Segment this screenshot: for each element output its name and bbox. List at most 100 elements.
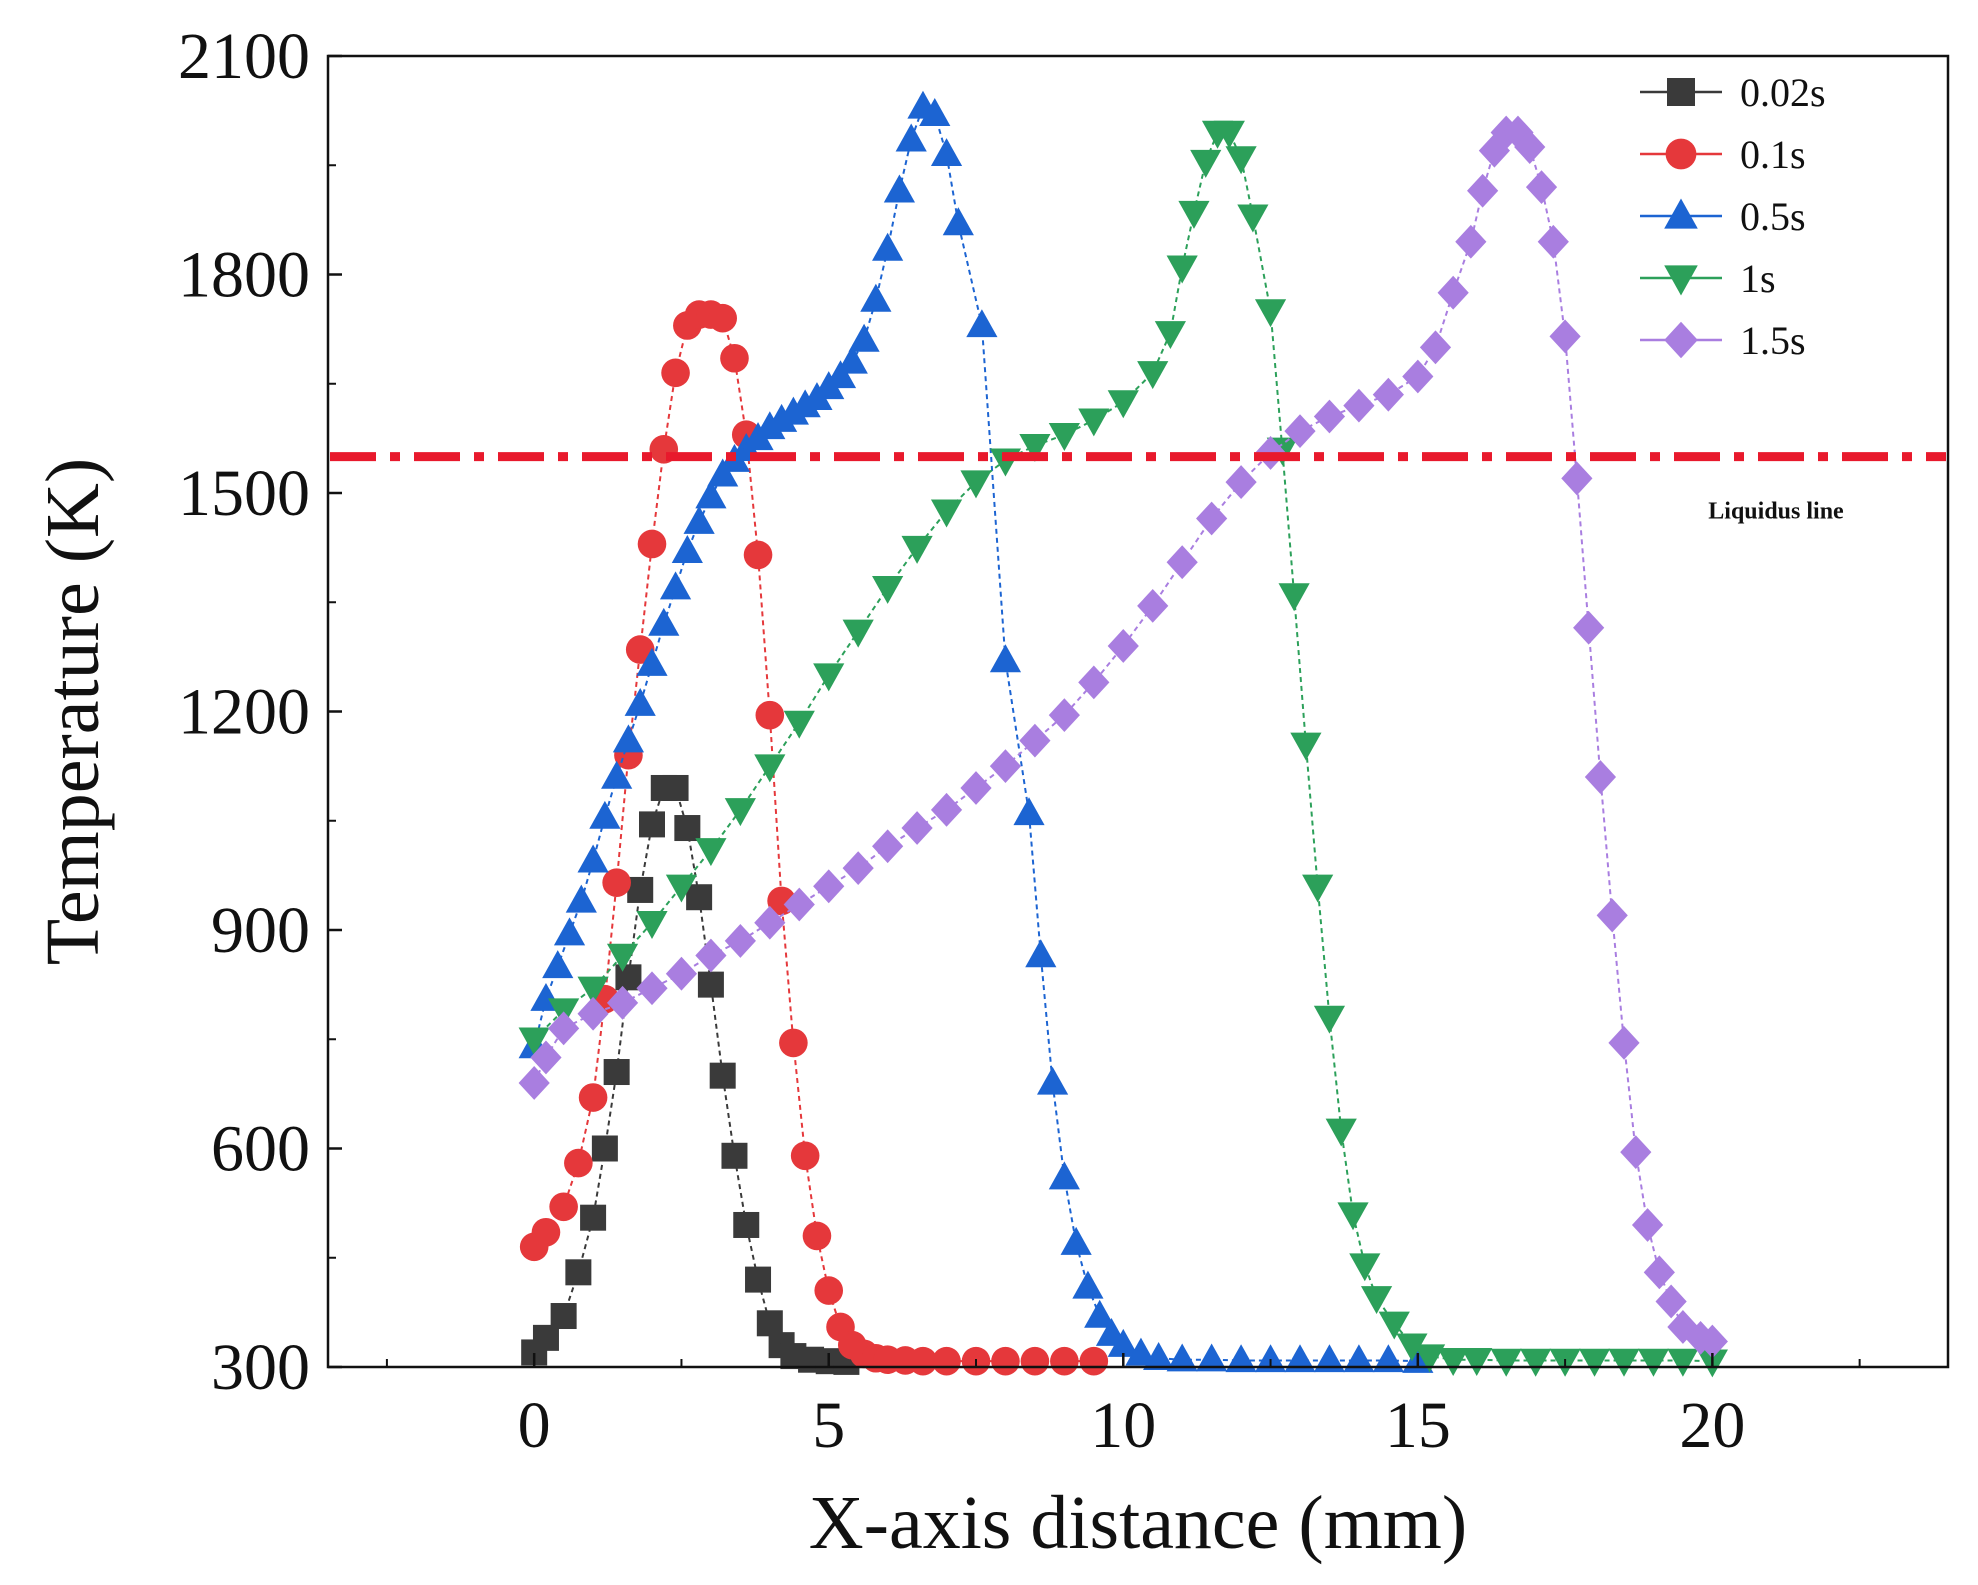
data-point bbox=[591, 1135, 618, 1162]
liquidus-line-label: Liquidus line bbox=[1708, 499, 1844, 525]
data-point bbox=[989, 644, 1022, 673]
data-point bbox=[615, 964, 642, 991]
y-tick-label: 300 bbox=[211, 1331, 310, 1404]
data-point bbox=[1143, 1342, 1175, 1370]
data-point bbox=[1337, 1202, 1369, 1231]
data-point bbox=[1036, 1066, 1069, 1095]
data-point bbox=[872, 575, 904, 604]
data-point bbox=[606, 985, 639, 1020]
data-point bbox=[1372, 377, 1404, 412]
x-tick-label: 5 bbox=[812, 1389, 845, 1462]
legend-label: 0.02s bbox=[1740, 70, 1826, 115]
data-point bbox=[565, 884, 597, 913]
data-point bbox=[860, 283, 892, 312]
data-point bbox=[836, 345, 868, 374]
series-line bbox=[533, 313, 1094, 1363]
data-point bbox=[756, 1310, 783, 1337]
data-point bbox=[589, 800, 621, 829]
data-point bbox=[754, 754, 786, 783]
data-point bbox=[1578, 1348, 1611, 1377]
data-point bbox=[814, 1276, 844, 1305]
data-point bbox=[580, 1204, 607, 1231]
legend-marker bbox=[1664, 198, 1698, 229]
data-point bbox=[564, 1148, 593, 1178]
data-point bbox=[1213, 120, 1245, 149]
data-point bbox=[1549, 319, 1581, 354]
legend-item: 0.1s bbox=[1640, 132, 1806, 177]
data-point bbox=[724, 924, 756, 958]
data-point bbox=[695, 480, 727, 509]
x-tick-label: 10 bbox=[1090, 1389, 1156, 1462]
y-axis-title: Temperature (K) bbox=[31, 458, 115, 965]
data-point bbox=[842, 619, 874, 648]
data-point bbox=[1237, 204, 1269, 233]
data-point bbox=[577, 844, 609, 873]
data-point bbox=[1537, 224, 1569, 259]
data-point bbox=[1020, 1346, 1050, 1376]
data-point bbox=[901, 811, 933, 845]
data-point bbox=[1178, 200, 1210, 229]
data-point bbox=[1196, 1343, 1228, 1372]
data-point bbox=[1107, 629, 1139, 663]
data-point bbox=[932, 1346, 961, 1376]
data-point bbox=[1313, 1344, 1346, 1373]
data-point bbox=[942, 207, 974, 236]
data-point bbox=[1525, 170, 1558, 204]
data-point bbox=[721, 1142, 748, 1169]
data-point bbox=[1166, 545, 1198, 580]
data-point bbox=[1078, 665, 1110, 700]
data-point bbox=[636, 971, 668, 1006]
data-point bbox=[1643, 1255, 1675, 1290]
data-point bbox=[733, 1211, 760, 1238]
data-point bbox=[577, 976, 609, 1005]
data-point bbox=[530, 1040, 562, 1075]
legend-label: 0.1s bbox=[1740, 132, 1806, 177]
x-tick-label: 20 bbox=[1679, 1389, 1745, 1462]
data-point bbox=[783, 710, 815, 739]
legend-label: 1s bbox=[1740, 256, 1776, 301]
data-point bbox=[1360, 1286, 1393, 1315]
data-point bbox=[1050, 1346, 1079, 1376]
data-point bbox=[1637, 1348, 1670, 1377]
data-point bbox=[966, 309, 998, 338]
data-point bbox=[1596, 898, 1628, 933]
legend-marker bbox=[1664, 265, 1698, 296]
data-point bbox=[661, 358, 690, 388]
data-point bbox=[1154, 321, 1186, 350]
data-point bbox=[1437, 1348, 1469, 1376]
data-point bbox=[542, 950, 574, 979]
data-point bbox=[665, 956, 698, 991]
data-point bbox=[1137, 588, 1169, 623]
data-point bbox=[1631, 1208, 1664, 1242]
data-point bbox=[755, 700, 785, 730]
data-point bbox=[1225, 465, 1257, 499]
data-point bbox=[602, 868, 631, 897]
data-point bbox=[919, 98, 951, 126]
data-point bbox=[813, 663, 845, 692]
data-point bbox=[1013, 797, 1045, 826]
data-point bbox=[743, 540, 773, 570]
data-point bbox=[1125, 1337, 1157, 1366]
data-point bbox=[1467, 173, 1499, 208]
data-point bbox=[1343, 1344, 1375, 1373]
data-point bbox=[1254, 1344, 1287, 1373]
legend-item: 1.5s bbox=[1640, 318, 1806, 363]
data-point bbox=[1414, 1344, 1446, 1373]
legend-label: 0.5s bbox=[1740, 194, 1806, 239]
data-point bbox=[518, 1027, 550, 1056]
data-point bbox=[1396, 1333, 1428, 1362]
chart-legend: 0.02s 0.1s 0.5s 1s 1.5s bbox=[1640, 70, 1826, 363]
x-axis-title: X-axis distance (mm) bbox=[809, 1481, 1467, 1565]
data-point bbox=[960, 470, 992, 499]
data-point bbox=[1190, 149, 1222, 178]
data-point bbox=[1048, 423, 1080, 451]
data-point bbox=[674, 815, 701, 842]
data-point bbox=[1019, 723, 1051, 758]
data-point bbox=[636, 911, 668, 939]
data-point bbox=[960, 771, 992, 805]
data-point bbox=[518, 1066, 550, 1100]
data-point bbox=[695, 838, 727, 867]
data-point bbox=[624, 687, 656, 716]
data-point bbox=[709, 1062, 736, 1089]
